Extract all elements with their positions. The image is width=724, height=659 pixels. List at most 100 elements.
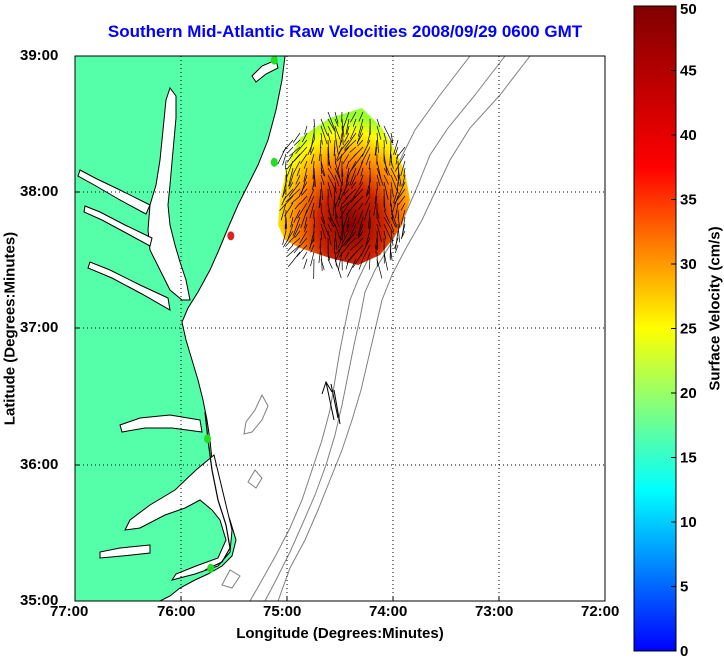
velocity-vector [318,146,322,162]
chart-title: Southern Mid-Atlantic Raw Velocities 200… [107,22,583,41]
velocity-vector [338,244,350,258]
velocity-vector [287,244,294,252]
axis-ticks [75,191,500,601]
velocity-vector [376,209,380,219]
rappahannock-river [83,205,153,247]
velocity-vector [334,251,337,267]
velocity-vector [397,209,399,219]
velocity-vector [284,209,287,230]
velocity-vector [327,181,333,198]
velocity-vector [336,146,350,162]
velocity-vector [344,251,350,260]
velocity-vector [297,202,308,219]
velocity-vector [313,118,315,128]
velocity-vector [395,202,399,219]
velocity-vector [397,216,401,228]
velocity-vector [373,195,378,216]
velocity-vector [295,139,308,155]
velocity-vector [296,244,308,257]
velocity-vector [393,188,399,204]
velocity-vector [345,167,350,183]
velocity-vector [327,160,332,169]
velocity-vector [282,230,287,245]
velocity-vector [320,181,324,201]
velocity-vector [327,153,331,166]
velocity-vector [333,237,336,250]
velocity-vector [284,202,294,217]
velocity-vector [320,174,325,185]
velocity-vector [292,216,301,236]
velocity-vector [376,132,379,153]
velocity-vector [327,132,331,144]
velocity-vector [394,153,406,172]
velocity-vector [341,230,350,244]
velocity-vector [320,167,325,177]
velocity-vector [312,160,315,180]
potomac-river [77,169,151,215]
velocity-vector [349,244,357,251]
velocity-vector [336,153,343,174]
velocity-vector [327,139,330,159]
velocity-vector [288,181,294,190]
velocity-vector [358,202,364,210]
velocity-vector [383,209,391,224]
albemarle-sound [119,414,203,433]
velocity-vector [300,153,308,165]
velocity-vector [334,160,341,179]
velocity-vector [360,146,371,164]
velocity-vector [282,139,294,153]
velocity-vector [337,139,350,155]
velocity-vector [299,195,308,204]
velocity-vector [393,139,399,155]
velocity-vector [383,230,387,240]
velocity-vector [376,230,378,250]
velocity-vector [320,125,328,145]
y-tick-label: 38:00 [20,183,59,200]
velocity-vector [397,223,400,243]
colorbar-tick-label: 25 [680,321,697,338]
velocity-vector [334,258,342,279]
velocity-vector [349,146,357,153]
velocity-vector [396,181,406,199]
velocity-vector [400,202,406,211]
velocity-vector [286,153,301,170]
velocity-vector [383,174,389,185]
y-tick-label: 39:00 [20,47,59,64]
velocity-vector [327,125,333,134]
velocity-vector [352,216,357,228]
velocity-vector [343,188,350,196]
velocity-vectors [277,111,406,279]
velocity-vector [333,244,336,254]
velocity-vector [327,223,332,232]
velocity-vector [341,223,343,240]
velocity-vector [313,167,316,188]
velocity-vector [285,160,287,170]
velocity-vector [352,118,357,127]
velocity-vector [389,146,392,166]
velocity-vector [337,195,343,207]
velocity-vector [394,237,399,249]
velocity-vector [397,167,402,187]
velocity-vector [347,258,357,278]
velocity-vector [292,132,301,143]
velocity-vector [287,251,301,268]
velocity-vector [376,167,384,186]
colorbar-tick-label: 45 [680,63,697,80]
colorbar-tick-label: 20 [680,385,697,402]
radar-stations [204,56,278,573]
velocity-vector [358,111,364,122]
velocity-vector [351,174,357,186]
colorbar-tick-label: 15 [680,450,697,467]
velocity-vector [391,195,399,216]
velocity-vector [376,223,382,242]
velocity-vector [367,209,371,229]
velocity-vector [383,160,391,176]
radar-station [227,231,235,241]
velocity-vector [390,230,394,246]
velocity-vector [360,167,364,177]
velocity-vector [395,244,399,253]
velocity-vector [302,251,308,260]
velocity-vector [376,258,383,279]
velocity-vector [344,139,357,152]
velocity-vector [393,188,406,205]
